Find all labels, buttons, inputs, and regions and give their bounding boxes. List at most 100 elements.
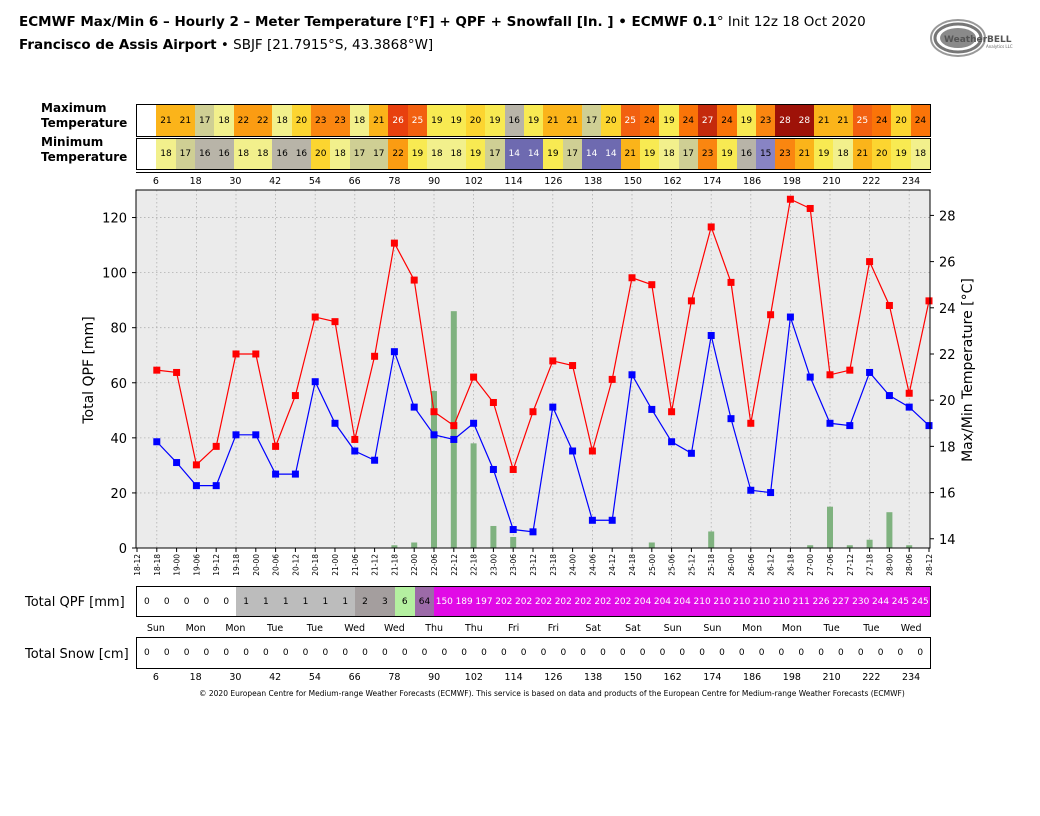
x-tick-label: 21-18 — [390, 554, 399, 576]
temp-cell: 18 — [214, 105, 234, 136]
snow-cell: 0 — [401, 648, 408, 658]
hour-tick-label: 234 — [902, 672, 921, 683]
min-temp-point — [905, 403, 913, 411]
snow-cell: 0 — [243, 648, 249, 658]
temp-cell: 23 — [330, 105, 350, 136]
qpf-cell: 0 — [176, 587, 197, 616]
x-tick-label: 24-18 — [628, 554, 637, 576]
qpf-cell: 202 — [493, 587, 514, 616]
qpf-cell: 204 — [632, 587, 653, 616]
max-temp-point — [707, 223, 715, 231]
qpf-bar — [450, 311, 457, 548]
max-temp-label: Maximum Temperature — [41, 101, 128, 130]
snow-cell: 0 — [381, 648, 388, 658]
qpf-cell: 204 — [652, 587, 673, 616]
temp-cell — [137, 105, 157, 136]
hour-tick-label: 6 — [152, 672, 159, 683]
x-tick-label: 26-06 — [747, 554, 756, 576]
x-tick-label: 19-06 — [192, 554, 201, 576]
qpf-bar — [906, 545, 913, 548]
hour-tick-label: 42 — [269, 672, 282, 683]
max-temp-point — [925, 297, 933, 305]
hour-tick-label: 78 — [388, 176, 401, 187]
hour-tick-label: 66 — [348, 672, 361, 683]
min-temp-point — [272, 470, 280, 478]
weatherbell-logo: WeatherBELL Analytics LLC — [928, 16, 1020, 66]
snow-cell: 0 — [639, 648, 646, 658]
min-temp-point — [311, 378, 319, 386]
temp-cell: 16 — [272, 139, 292, 169]
min-temp-point — [489, 465, 497, 473]
hour-tick-label: 138 — [584, 672, 603, 683]
min-temp-point — [806, 373, 814, 381]
day-label: Tue — [267, 623, 284, 634]
min-temp-point — [410, 403, 418, 411]
x-tick-label: 22-12 — [450, 554, 459, 576]
x-tick-label: 24-06 — [588, 554, 597, 576]
temp-cell: 27 — [697, 105, 718, 136]
temp-cell: 16 — [736, 139, 756, 169]
x-tick-label: 20-00 — [252, 554, 261, 576]
temp-cell: 17 — [485, 139, 505, 169]
min-temp-point — [153, 438, 161, 446]
temp-cell: 19 — [543, 139, 563, 169]
snow-cell: 0 — [282, 648, 289, 658]
max-temp-point — [192, 461, 200, 469]
snow-cell: 0 — [877, 648, 884, 658]
day-label: Sun — [663, 623, 682, 634]
x-tick-label: 25-12 — [687, 554, 696, 576]
hour-tick-label: 114 — [504, 176, 523, 187]
snow-cell: 0 — [302, 648, 309, 658]
day-label: Wed — [344, 623, 365, 634]
hour-tick-label: 222 — [862, 672, 881, 683]
temp-cell: 16 — [195, 139, 215, 169]
qpf-bar — [807, 545, 814, 548]
snow-cell: 0 — [163, 648, 170, 658]
snow-cell: 0 — [203, 648, 210, 658]
qpf-bar — [708, 531, 715, 548]
day-label: Fri — [507, 623, 520, 634]
day-label: Mon — [781, 623, 802, 634]
temp-cell: 16 — [504, 105, 524, 136]
temp-cell: 19 — [891, 139, 911, 169]
snow-cell: 0 — [600, 648, 606, 658]
temp-cell: 22 — [253, 105, 273, 136]
hour-tick-label: 222 — [862, 176, 881, 187]
day-label: Mon — [185, 623, 206, 634]
hour-tick-label: 186 — [743, 176, 762, 187]
qpf-bar — [411, 542, 418, 548]
min-temp-point — [707, 332, 715, 340]
min-temp-point — [371, 456, 379, 464]
min-temp-point — [331, 419, 339, 427]
hour-tick-label: 150 — [623, 672, 642, 683]
y2-tick-label: 20 — [939, 394, 956, 409]
day-label: Wed — [384, 623, 405, 634]
max-temp-point — [232, 350, 240, 358]
min-temp-point — [430, 431, 438, 439]
temp-cell: 20 — [311, 139, 331, 169]
temp-cell: 22 — [233, 105, 254, 136]
strip-divider — [136, 172, 931, 173]
temp-cell: 19 — [736, 105, 756, 136]
qpf-cell: 211 — [791, 587, 812, 616]
max-temp-point — [727, 278, 735, 286]
x-tick-label: 23-12 — [529, 554, 538, 576]
x-tick-label: 21-06 — [351, 554, 360, 576]
qpf-cell: 202 — [533, 587, 554, 616]
hour-tick-label: 90 — [428, 672, 441, 683]
plot-background — [136, 190, 930, 548]
snow-total-strip: 0 0 0 0 0 0 0 0 0 0 0 0 0 0 0 0 0 0 0 0 0 0 0 0 0 0 0 0 0 0 0 0 0 0 0 0 0 0 0 0 — [136, 637, 931, 669]
snow-cell: 0 — [619, 648, 626, 658]
temp-cell: 24 — [639, 105, 660, 136]
min-temp-point — [608, 516, 616, 524]
min-temp-line — [156, 316, 930, 533]
qpf-cell: 230 — [850, 587, 871, 616]
y2-tick-label: 26 — [939, 256, 956, 271]
day-label: Sat — [585, 623, 601, 634]
qpf-cell: 244 — [870, 587, 891, 616]
hour-tick-label: 210 — [822, 176, 841, 187]
temp-cell: 25 — [407, 105, 428, 136]
max-temp-point — [628, 274, 636, 282]
min-temp-point — [549, 403, 557, 411]
max-temp-point — [549, 357, 557, 365]
